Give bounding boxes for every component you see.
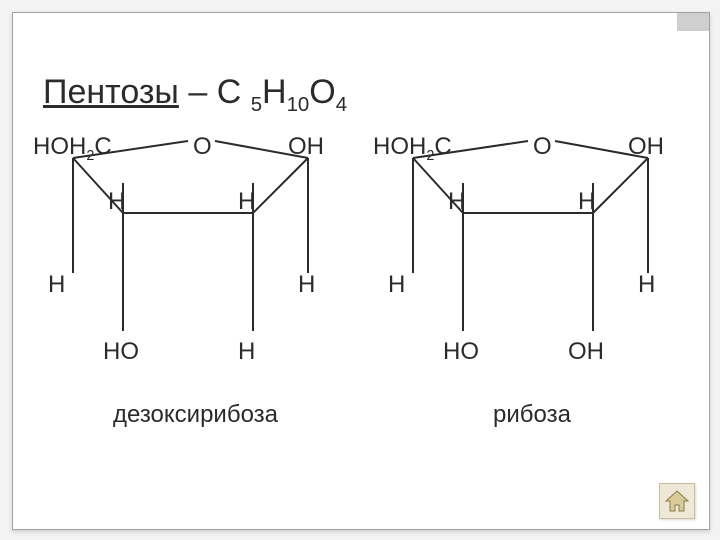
lbl-h-tr: H xyxy=(238,188,255,216)
home-button[interactable] xyxy=(659,483,695,519)
lbl-ho-b: HO xyxy=(103,338,139,366)
lbl-h-br: H xyxy=(298,271,315,299)
title-sep: – xyxy=(179,73,217,111)
name-ribose: рибоза xyxy=(493,401,571,429)
corner-accent xyxy=(677,13,709,31)
molecule-deoxyribose: HOH2C O OH H H H H HO H xyxy=(33,123,343,373)
title-C: С xyxy=(217,73,251,111)
lbl-oh-r: OH xyxy=(288,133,324,161)
title-H: Н xyxy=(262,73,287,111)
title-sub2: 10 xyxy=(287,94,310,116)
lbl-oh-r-2: OH xyxy=(628,133,664,161)
molecule-ribose: HOH2C O OH H H H H HO OH xyxy=(373,123,683,373)
title-sub3: 4 xyxy=(336,94,347,116)
title-sub1: 5 xyxy=(251,94,262,116)
lbl-ho-b-2: HO xyxy=(443,338,479,366)
lbl-o: O xyxy=(193,133,212,161)
lbl-h-br-2: H xyxy=(638,271,655,299)
title-word: Пентозы xyxy=(43,73,179,111)
lbl-h-bot: H xyxy=(238,338,255,366)
lbl-o-2: O xyxy=(533,133,552,161)
home-icon xyxy=(664,489,690,513)
lbl-h-bl-2: H xyxy=(388,271,405,299)
lbl-h-tr-2: H xyxy=(578,188,595,216)
lbl-h-tl-2: H xyxy=(448,188,465,216)
slide-frame: Пентозы – С 5Н10О4 HOH2C xyxy=(12,12,710,530)
lbl-oh-bot-2: OH xyxy=(568,338,604,366)
lbl-h-bl: H xyxy=(48,271,65,299)
lbl-hoh2c-2: HOH2C xyxy=(373,133,452,161)
slide-title: Пентозы – С 5Н10О4 xyxy=(43,73,347,112)
title-O: О xyxy=(309,73,335,111)
lbl-hoh2c: HOH2C xyxy=(33,133,112,161)
lbl-h-tl: H xyxy=(108,188,125,216)
name-deoxyribose: дезоксирибоза xyxy=(113,401,278,429)
